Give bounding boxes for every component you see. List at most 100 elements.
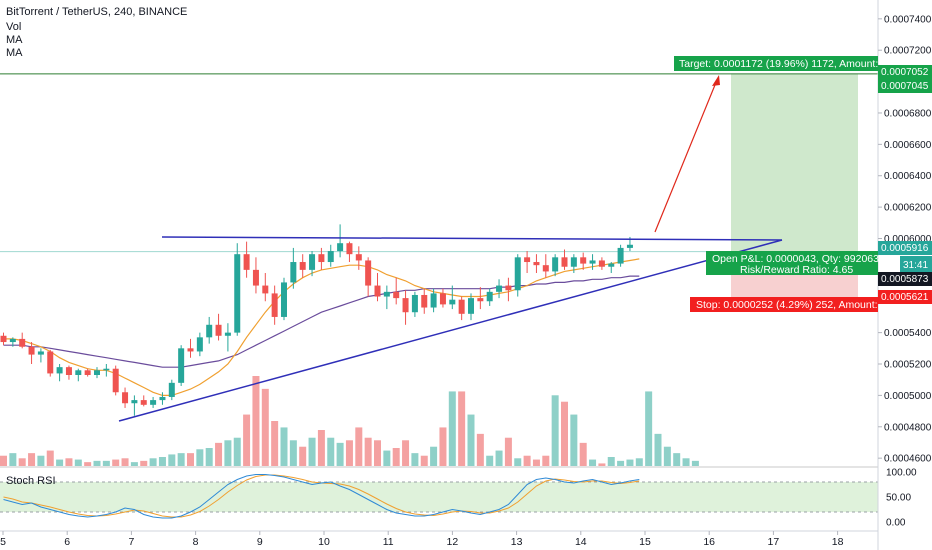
ma-fast-line <box>3 258 640 396</box>
volume-bar <box>607 457 615 466</box>
projection-arrow-head <box>712 75 720 86</box>
candle-body <box>393 291 400 299</box>
stop-price-text: 0.0005621 <box>881 292 929 303</box>
x-tick-label: 10 <box>318 536 330 548</box>
candle-body <box>552 257 559 272</box>
open-pnl-label: Open P&L: 0.0000043, Qty: 9920634 <box>712 253 885 265</box>
resistance-line <box>161 236 783 241</box>
volume-bar <box>121 458 129 466</box>
volume-bar <box>411 453 419 466</box>
candle-body <box>430 293 437 308</box>
y-tick-label: 0.0006800 <box>884 108 932 119</box>
volume-bar <box>261 388 269 466</box>
volume-bar <box>187 453 194 466</box>
indicator-vol[interactable]: Vol <box>6 21 22 33</box>
risk-reward-label: Risk/Reward Ratio: 4.65 <box>740 264 853 276</box>
trade-labels: Target: 0.0001172 (19.96%) 1172, Amount:… <box>6 56 932 487</box>
volume-bar <box>635 458 643 466</box>
volume-bar <box>467 414 475 466</box>
volume-bar <box>663 446 671 466</box>
volume-bar <box>327 437 335 466</box>
candle-body <box>589 260 596 264</box>
volume-bar <box>682 458 690 466</box>
candle-body <box>468 298 474 314</box>
stop-label-box[interactable] <box>690 297 878 312</box>
candle-body <box>103 368 110 371</box>
stoch-tick-label: 100.00 <box>886 468 917 479</box>
volume-bar <box>308 437 316 466</box>
volume-bar <box>439 427 447 466</box>
volume-bar <box>532 459 540 466</box>
candle-body <box>383 291 390 297</box>
volume-bar <box>56 459 64 466</box>
x-tick-label: 6 <box>64 536 70 548</box>
volume-bar <box>383 450 391 466</box>
y-tick-label: 0.0006200 <box>884 203 932 214</box>
indicator-ma-2[interactable]: MA <box>6 47 23 59</box>
candle-body <box>542 265 549 272</box>
candle-body <box>281 282 287 317</box>
candle-body <box>224 332 231 336</box>
candle-body <box>421 294 428 308</box>
candle-body <box>168 382 175 397</box>
volume-bar <box>168 454 176 466</box>
indicator-ma-1[interactable]: MA <box>6 34 23 46</box>
volume-bar <box>158 457 166 466</box>
candle-body <box>94 370 100 375</box>
candle-body <box>56 367 63 374</box>
candle-body <box>496 285 503 292</box>
candle-body <box>365 260 372 286</box>
stop-price-tag <box>878 290 932 304</box>
moving-averages <box>3 258 640 396</box>
volume-bar <box>0 455 7 466</box>
candle-body <box>122 392 129 404</box>
volume-bar <box>420 455 428 466</box>
volume-bar <box>589 459 597 466</box>
volume-bar <box>102 460 110 466</box>
candle-body <box>178 348 185 383</box>
candle-body <box>346 243 353 255</box>
volume-bar <box>374 440 381 466</box>
volume-bar <box>299 446 307 466</box>
target-label-box[interactable] <box>674 56 878 71</box>
candle-body <box>309 254 316 270</box>
volume-bar <box>177 453 185 466</box>
stoch-band <box>0 482 878 512</box>
candle-body <box>411 294 418 313</box>
symbol-title[interactable]: BitTorrent / TetherUS, 240, BINANCE <box>6 6 188 18</box>
volume-bar <box>691 460 699 466</box>
candle-body <box>131 400 138 404</box>
volume-bar <box>28 453 36 466</box>
volume-bar <box>570 414 578 466</box>
candle-body <box>19 338 26 347</box>
candle-body <box>626 244 633 248</box>
candle-body <box>374 285 381 297</box>
volume-bar <box>579 442 587 466</box>
candle-body <box>514 257 521 291</box>
x-tick-label: 9 <box>257 536 263 548</box>
volume-bar <box>205 448 213 466</box>
volume-bar <box>317 430 325 466</box>
target-price-tag <box>878 65 932 79</box>
volume-bar <box>215 442 223 466</box>
x-tick-label: 8 <box>193 536 199 548</box>
countdown-text: 31:41 <box>903 260 928 271</box>
candle-body <box>140 400 147 405</box>
volume-bar <box>626 459 634 466</box>
entry-price-text: 0.0005873 <box>881 274 929 285</box>
candle-body <box>318 254 325 263</box>
current-price-text: 0.0005916 <box>881 243 929 254</box>
candle-body <box>196 337 203 352</box>
candle-body <box>439 293 446 305</box>
volume-bar <box>252 376 260 466</box>
target-price-text: 0.0007052 <box>881 67 929 78</box>
y-tick-label: 0.0007400 <box>884 14 932 25</box>
x-tick-label: 5 <box>0 536 6 548</box>
open-pnl-box[interactable] <box>706 251 878 275</box>
volume-bar <box>355 427 363 466</box>
x-tick-label: 14 <box>575 536 587 548</box>
current-price-tag <box>878 241 932 255</box>
y-tick-label: 0.0007200 <box>884 46 932 57</box>
volume-bar <box>65 458 73 466</box>
